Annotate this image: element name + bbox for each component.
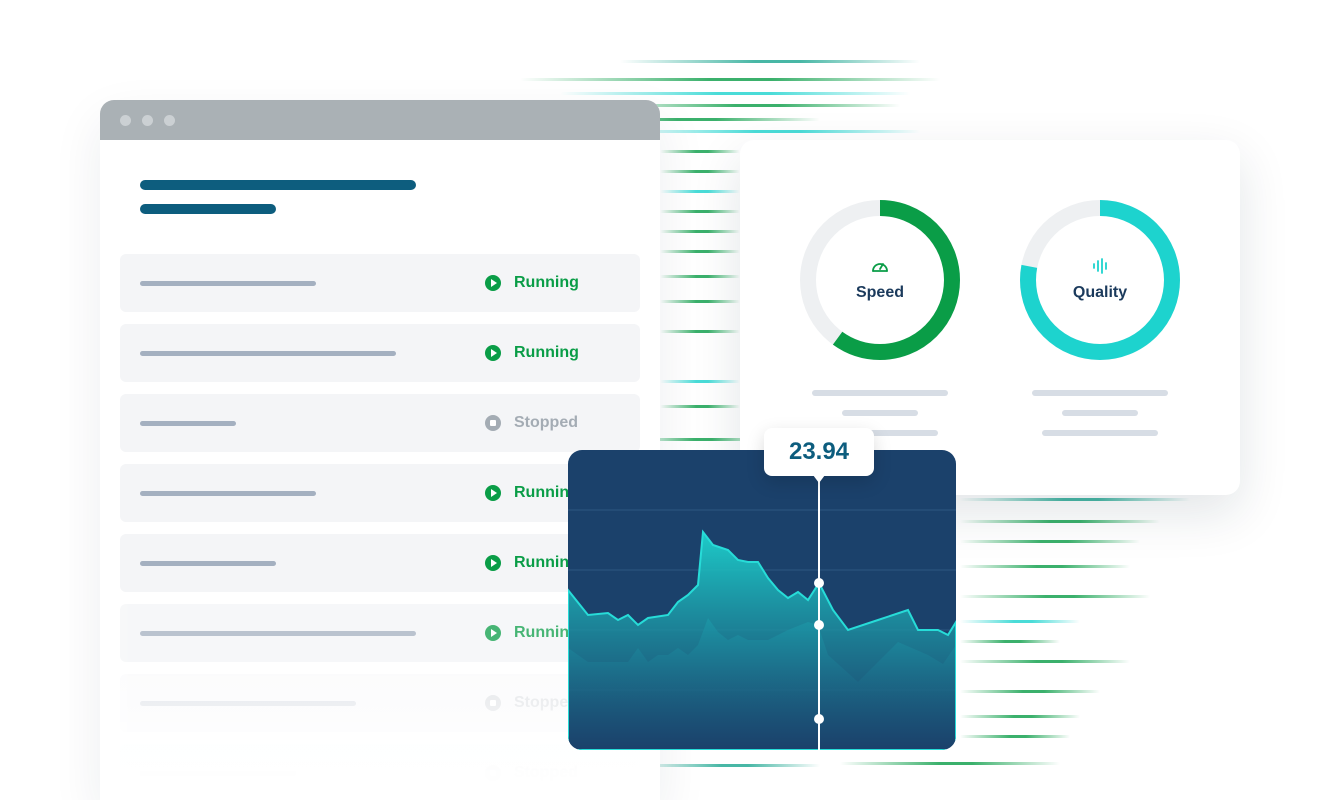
motion-streak [660,170,740,173]
job-name-placeholder [140,561,276,566]
motion-streak [960,520,1160,523]
series-back-point[interactable] [814,620,824,630]
speed-caption-line-2 [842,410,918,416]
motion-streak [660,150,740,153]
motion-streak [660,230,740,233]
speed-caption-line-1 [812,390,948,396]
motion-streak [960,660,1130,663]
motion-streak [520,78,940,81]
motion-streak [620,130,920,133]
job-name-placeholder [140,421,236,426]
motion-streak [620,60,920,63]
motion-streak [660,380,740,383]
job-name-placeholder [140,351,396,356]
subheading-placeholder-line [140,204,276,214]
job-row[interactable]: Running [120,464,640,522]
job-status-label: Stopped [514,414,578,431]
motion-streak [640,438,760,441]
heading-placeholder-line [140,180,416,190]
speed-gauge-label: Speed [855,284,904,301]
job-status-label: Running [514,624,579,641]
speed-gauge-value-arc [800,200,960,360]
play-icon [485,625,501,641]
speed-gauge-ring [800,200,960,360]
job-name-placeholder [140,491,316,496]
motion-streak [960,640,1060,643]
window-titlebar [100,100,660,140]
speedometer-icon [872,263,888,272]
quality-caption-line-1 [1032,390,1168,396]
motion-streak [960,690,1100,693]
motion-streak [660,300,740,303]
motion-streak [660,190,740,193]
motion-streak [560,118,820,121]
motion-streak [960,735,1070,738]
series-front-point[interactable] [814,578,824,588]
job-row[interactable]: Running [120,604,640,662]
motion-streak [660,405,740,408]
quality-caption-line-2 [1062,410,1138,416]
area-chart-card[interactable] [568,450,956,750]
motion-streak [960,565,1130,568]
jobs-browser-window: Running Running Stopped Running Running Runni… [100,100,660,800]
quality-gauge-value-arc [1020,200,1180,360]
job-row[interactable]: Running [120,534,640,592]
play-icon [485,275,501,291]
job-status-label: Running [514,484,579,501]
job-name-placeholder [140,631,416,636]
play-icon [485,345,501,361]
motion-streak [560,92,910,95]
motion-streak [600,104,900,107]
series-front-area [568,529,956,750]
list-fade-overlay [100,660,660,800]
motion-streak [840,762,1060,765]
job-row[interactable]: Stopped [120,394,640,452]
motion-streak [960,715,1080,718]
job-row[interactable]: Running [120,254,640,312]
quality-gauge-label: Quality [1072,284,1128,301]
speed-gauge: Speed [800,200,960,360]
speed-caption-line-3 [822,430,938,436]
job-status-label: Running [514,554,579,571]
motion-streak [660,330,740,333]
chart-value-tooltip: 23.94 [764,428,874,483]
stop-icon [485,415,501,431]
motion-streak [960,540,1140,543]
window-minimize-dot[interactable] [142,115,153,126]
quality-gauge-ring [1020,200,1180,360]
quality-caption-line-3 [1042,430,1158,436]
motion-streak [640,764,820,767]
quality-gauge: Quality [1020,200,1180,360]
window-close-dot[interactable] [120,115,131,126]
motion-streak [960,595,1150,598]
window-maximize-dot[interactable] [164,115,175,126]
sound-wave-icon [1093,258,1107,274]
crosshair-handle[interactable] [814,714,824,724]
job-status-label: Running [514,344,579,361]
motion-streak [960,498,1190,501]
motion-streak [660,250,740,253]
job-status-label: Running [514,274,579,291]
motion-streak [960,620,1080,623]
play-icon [485,485,501,501]
motion-streak [660,210,740,213]
job-name-placeholder [140,281,316,286]
motion-streak [660,275,740,278]
area-chart[interactable] [568,450,956,750]
play-icon [485,555,501,571]
job-row[interactable]: Running [120,324,640,382]
